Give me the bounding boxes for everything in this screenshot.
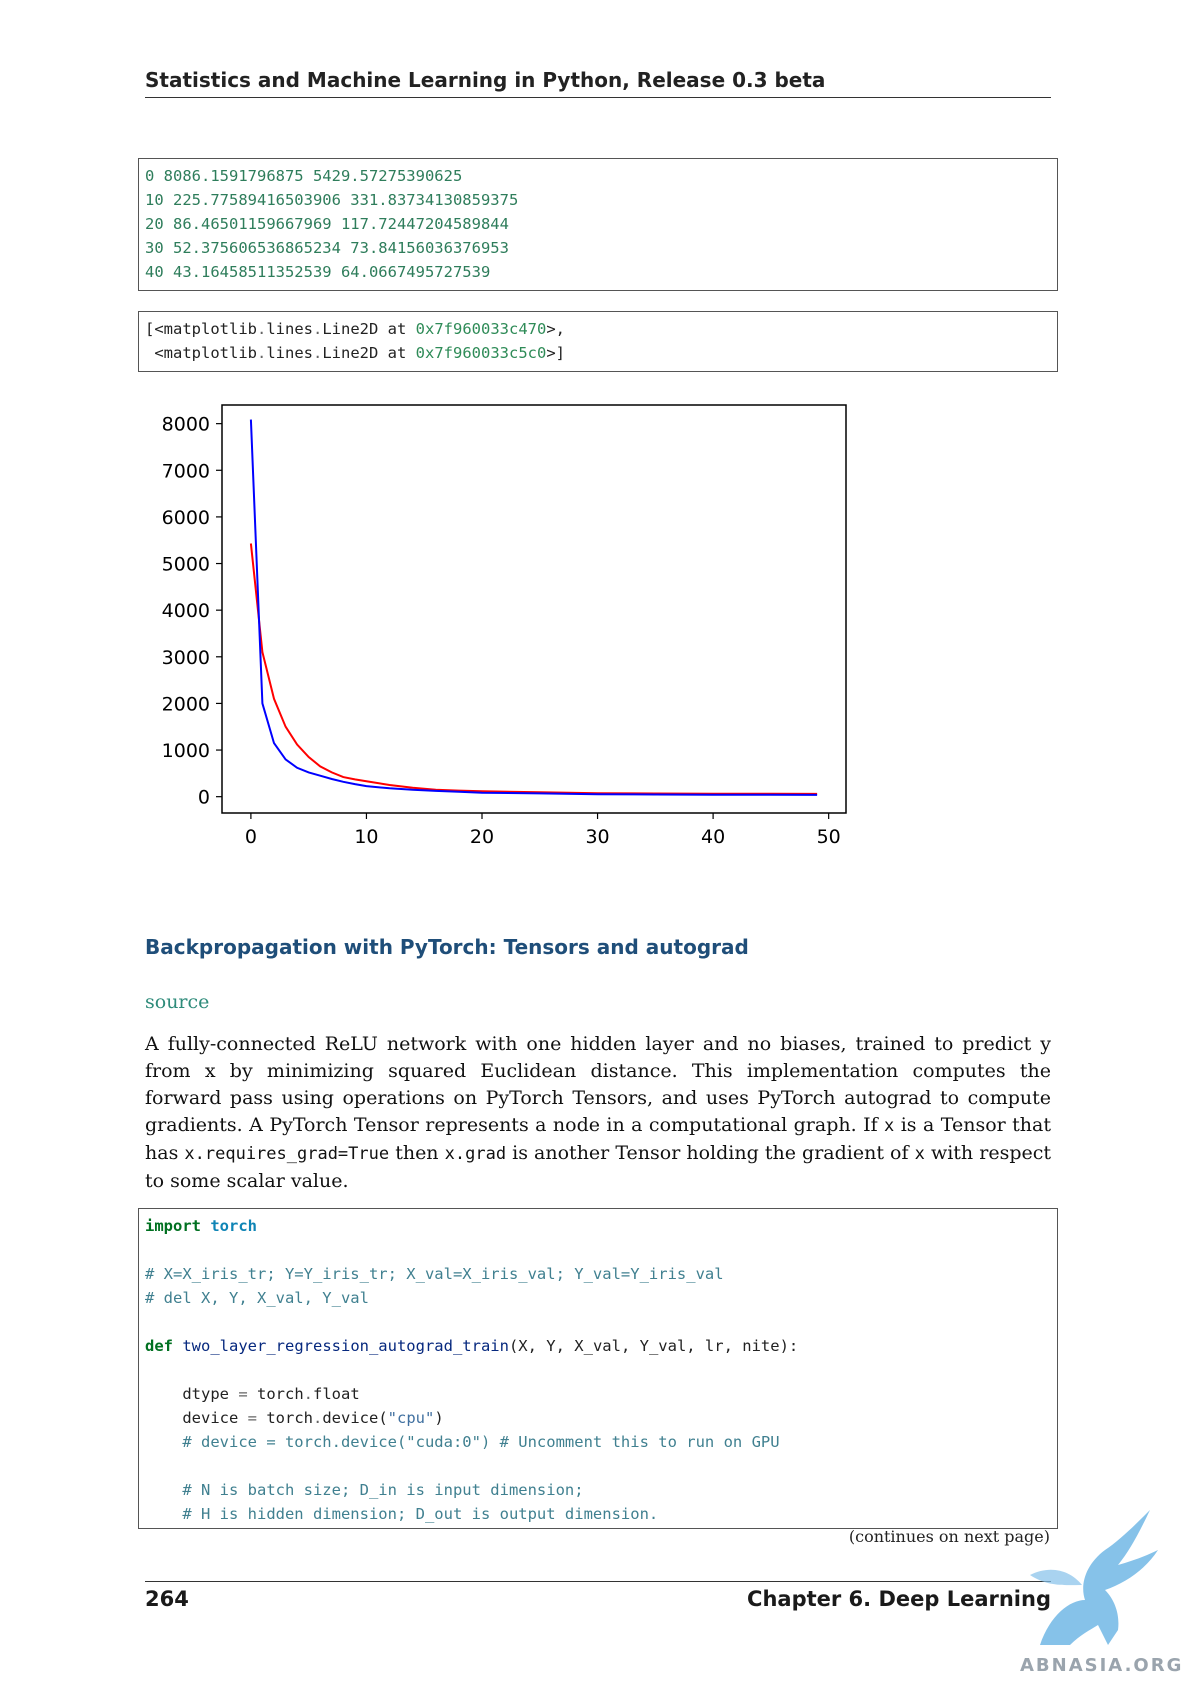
page-number: 264 [145, 1587, 189, 1611]
code-comment: # H is hidden dimension; D_out is output… [145, 1505, 659, 1523]
continues-note: (continues on next page) [848, 1527, 1050, 1546]
code-line-blank [145, 1310, 1051, 1334]
x-tick-label: 10 [354, 826, 378, 848]
training-output-block: 0 8086.1591796875 5429.57275390625 10 225… [138, 158, 1058, 291]
function-name: two_layer_regression_autograd_train [182, 1337, 509, 1355]
output-line: 0 8086.1591796875 5429.57275390625 [145, 167, 463, 185]
y-tick-label: 2000 [162, 693, 210, 715]
code-listing: import torch # X=X_iris_tr; Y=Y_iris_tr;… [138, 1208, 1058, 1529]
code-line-blank [145, 1238, 1051, 1262]
section-heading: Backpropagation with PyTorch: Tensors an… [145, 935, 749, 959]
repr-line-2: <matplotlib.lines.Line2D at 0x7f960033c5… [145, 344, 565, 362]
loss-curve-chart: 0 1000 2000 3000 4000 5000 6000 7000 8000 0 10 20 30… [162, 404, 847, 848]
inline-code: x.grad [444, 1144, 507, 1164]
series-line [249, 419, 818, 796]
running-header-title: Statistics and Machine Learning in Pytho… [145, 68, 826, 92]
footer-rule [145, 1581, 1051, 1582]
x-tick-label: 30 [585, 826, 609, 848]
output-line: 20 86.46501159667969 117.72447204589844 [145, 215, 509, 233]
code-comment: # N is batch size; D_in is input dimensi… [145, 1481, 584, 1499]
y-tick-label: 3000 [162, 647, 210, 669]
code-line-blank [145, 1358, 1051, 1382]
code-line-blank [145, 1454, 1051, 1478]
y-tick-label: 7000 [162, 460, 210, 482]
output-line: 10 225.77589416503906 331.83734130859375 [145, 191, 519, 209]
hex-address: 0x7f960033c5c0 [415, 344, 547, 362]
y-tick-label: 5000 [162, 554, 210, 576]
inline-code: x.requires_grad=True [184, 1144, 390, 1164]
code-line: dtype = torch.float [145, 1385, 360, 1403]
code-line: device = torch.device("cpu") [145, 1409, 444, 1427]
output-line: 30 52.375606536865234 73.84156036376953 [145, 239, 509, 257]
x-tick-label: 40 [701, 826, 725, 848]
code-comment: # del X, Y, X_val, Y_val [145, 1289, 369, 1307]
x-tick-label: 20 [470, 826, 494, 848]
line2d-repr-block: [<matplotlib.lines.Line2D at 0x7f960033c… [138, 311, 1058, 372]
griffin-watermark-icon [1030, 1510, 1158, 1645]
hex-address: 0x7f960033c470 [415, 320, 547, 338]
code-comment: # device = torch.device("cuda:0") # Unco… [145, 1433, 780, 1451]
y-tick-label: 4000 [162, 600, 210, 622]
code-line: def two_layer_regression_autograd_train(… [145, 1337, 799, 1355]
header-rule [145, 97, 1051, 98]
inline-code: x [914, 1144, 925, 1164]
code-comment: # X=X_iris_tr; Y=Y_iris_tr; X_val=X_iris… [145, 1265, 724, 1283]
y-tick-label: 6000 [162, 507, 210, 529]
x-tick-label: 0 [245, 826, 257, 848]
plot-frame [221, 404, 847, 814]
chapter-title: Chapter 6. Deep Learning [747, 1587, 1051, 1611]
y-tick-label: 8000 [162, 414, 210, 436]
source-link[interactable]: source [145, 991, 210, 1013]
y-tick-label: 0 [198, 787, 210, 809]
repr-line-1: [<matplotlib.lines.Line2D at 0x7f960033c… [145, 320, 565, 338]
watermark-text: ABNASIA.ORG [1020, 1655, 1184, 1676]
body-paragraph: A fully-connected ReLU network with one … [145, 1033, 1052, 1192]
inline-code: x [884, 1116, 895, 1136]
series-line [249, 543, 818, 795]
output-line: 40 43.16458511352539 64.0667495727539 [145, 263, 491, 281]
x-tick-label: 50 [817, 826, 841, 848]
code-line: import torch [145, 1217, 258, 1235]
y-tick-label: 1000 [162, 740, 210, 762]
